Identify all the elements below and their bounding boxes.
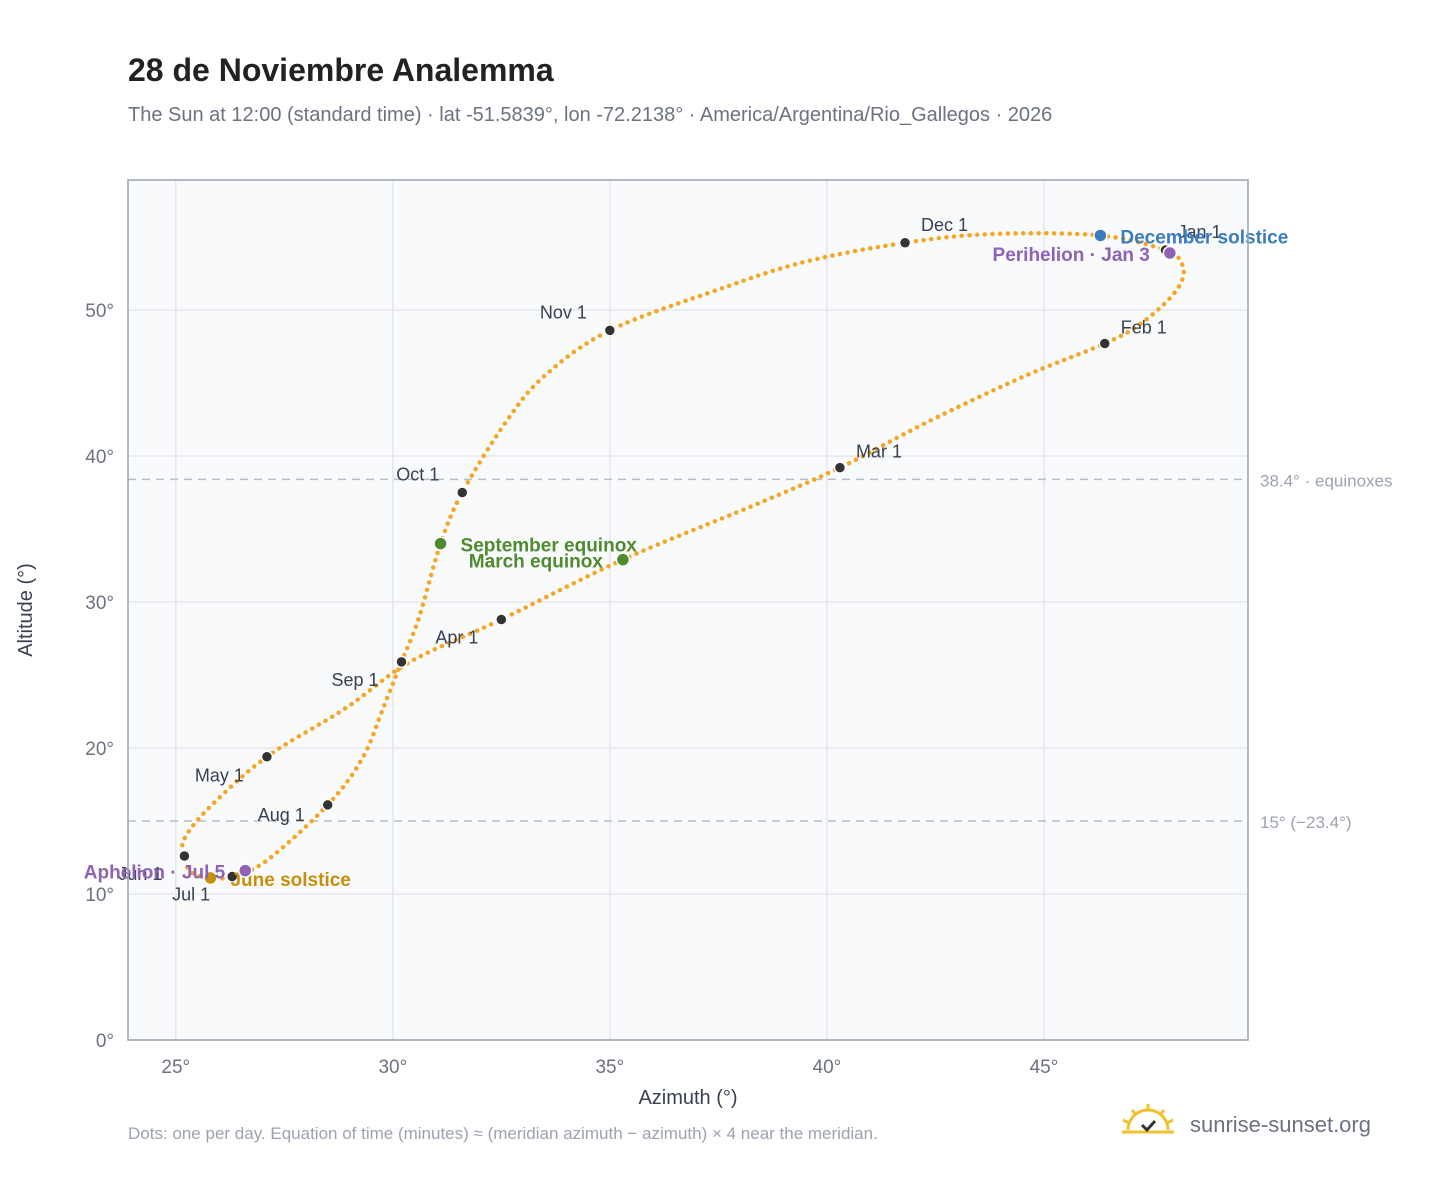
event-marker	[1162, 245, 1178, 261]
x-axis-label: Azimuth (°)	[638, 1087, 737, 1109]
event-marker	[615, 552, 631, 567]
month-label: Jan 1	[1178, 222, 1222, 242]
y-tick-label: 40°	[85, 447, 114, 468]
brand-text: sunrise-sunset.org	[1190, 1112, 1371, 1137]
month-label: Nov 1	[540, 302, 587, 322]
event-label: Aphelion · Jul 5	[84, 863, 226, 884]
axis-ticks: 25° 30° 35° 40° 45° 0° 10° 20° 30° 40° 50°	[85, 301, 1058, 1078]
month-marker	[456, 486, 469, 499]
event-label: June solstice	[230, 870, 350, 891]
month-label: Sep 1	[331, 670, 378, 690]
footer-note: Dots: one per day. Equation of time (min…	[128, 1124, 878, 1143]
event-label: March equinox	[469, 552, 604, 573]
y-tick-label: 10°	[85, 885, 114, 906]
month-marker	[603, 324, 617, 337]
month-marker	[225, 870, 239, 883]
event-marker	[203, 870, 218, 886]
month-label: May 1	[195, 766, 244, 786]
plot-frame	[127, 179, 1249, 1041]
month-marker	[833, 461, 847, 474]
month-label: Aug 1	[258, 805, 305, 825]
y-tick-label: 0°	[96, 1031, 114, 1052]
event-marker	[433, 536, 448, 551]
month-marker	[321, 798, 334, 812]
analemma-curve	[179, 230, 1187, 881]
month-label: Feb 1	[1121, 318, 1167, 338]
reference-line-label: 15° (−23.4°)	[1260, 813, 1352, 832]
analemma-daily-dots	[179, 230, 1187, 881]
sun-icon	[1122, 1104, 1174, 1134]
event-marker	[237, 863, 253, 878]
month-label: Jun 1	[118, 864, 162, 884]
y-tick-label: 20°	[85, 739, 114, 760]
x-tick-label: 30°	[378, 1057, 407, 1078]
event-marker	[1093, 228, 1108, 243]
month-label: Dec 1	[921, 215, 968, 235]
event-label: September equinox	[461, 536, 638, 557]
month-marker	[260, 750, 274, 763]
y-tick-label: 50°	[85, 301, 114, 322]
month-label: Oct 1	[396, 464, 439, 484]
brand-logo[interactable]: sunrise-sunset.org	[1120, 1102, 1390, 1146]
reference-lines: 38.4° · equinoxes 15° (−23.4°)	[128, 471, 1393, 832]
month-marker	[395, 655, 408, 669]
month-marker	[178, 849, 191, 863]
month-marker	[495, 613, 508, 626]
event-label: December solstice	[1120, 227, 1288, 248]
plot-area	[128, 180, 1248, 1040]
x-tick-label: 40°	[813, 1057, 842, 1078]
month-label: Apr 1	[435, 627, 478, 647]
y-tick-label: 30°	[85, 593, 114, 614]
y-axis-label: Altitude (°)	[15, 563, 37, 657]
x-tick-label: 35°	[595, 1057, 624, 1078]
month-label: Jul 1	[172, 884, 210, 904]
x-tick-label: 25°	[161, 1057, 190, 1078]
chart-subtitle: The Sun at 12:00 (standard time) · lat -…	[128, 104, 1053, 126]
event-label: Perihelion · Jan 3	[993, 245, 1150, 266]
x-tick-label: 45°	[1030, 1057, 1059, 1078]
month-label: Mar 1	[856, 442, 902, 462]
reference-line-label: 38.4° · equinoxes	[1260, 471, 1393, 490]
chart-title: 28 de Noviembre Analemma	[128, 52, 554, 88]
month-marker	[898, 236, 912, 250]
month-marker	[1098, 337, 1111, 350]
